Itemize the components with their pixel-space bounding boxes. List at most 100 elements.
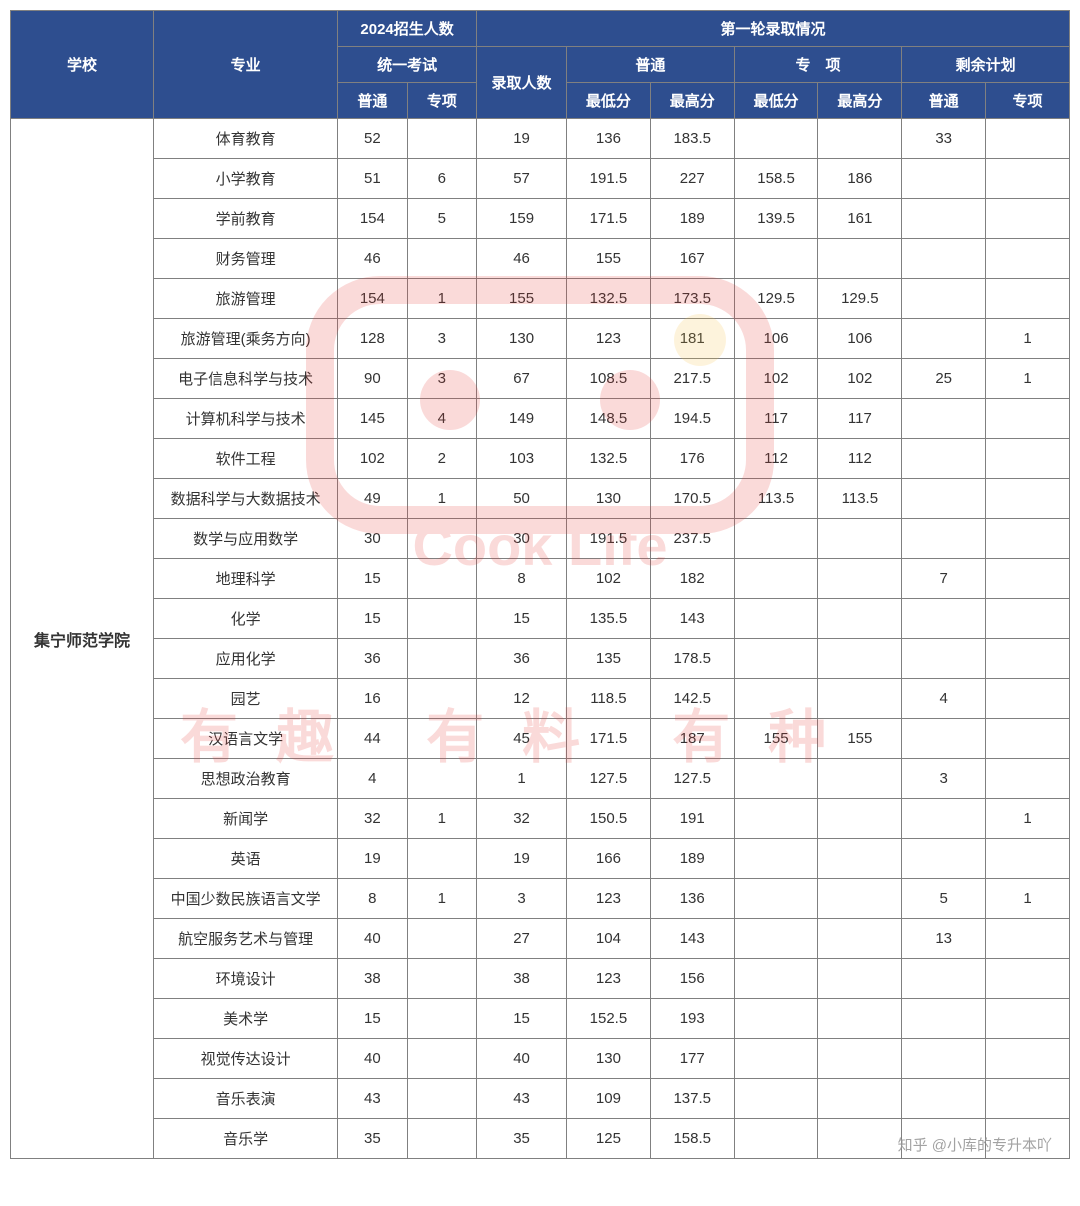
- cell-admitted: 8: [477, 559, 567, 599]
- cell-enroll_spec: 1: [407, 879, 477, 919]
- cell-rem_spec: [986, 839, 1070, 879]
- cell-ord_min: 123: [567, 319, 651, 359]
- cell-spec_max: [818, 919, 902, 959]
- table-row: 新闻学32132150.51911: [11, 799, 1070, 839]
- cell-spec_max: [818, 559, 902, 599]
- cell-rem_spec: [986, 639, 1070, 679]
- col-spec-group: 专 项: [734, 47, 902, 83]
- cell-spec_min: [734, 879, 818, 919]
- cell-ord_max: 187: [650, 719, 734, 759]
- cell-enroll_ord: 19: [338, 839, 408, 879]
- cell-rem_ord: [902, 439, 986, 479]
- cell-rem_spec: [986, 599, 1070, 639]
- cell-admitted: 155: [477, 279, 567, 319]
- cell-spec_max: [818, 639, 902, 679]
- cell-enroll_spec: [407, 1079, 477, 1119]
- cell-rem_spec: [986, 959, 1070, 999]
- cell-spec_min: [734, 519, 818, 559]
- cell-spec_max: 186: [818, 159, 902, 199]
- cell-enroll_spec: 1: [407, 279, 477, 319]
- cell-spec_max: 102: [818, 359, 902, 399]
- cell-major: 软件工程: [154, 439, 338, 479]
- cell-major: 英语: [154, 839, 338, 879]
- col-first-round: 第一轮录取情况: [477, 11, 1070, 47]
- table-row: 旅游管理1541155132.5173.5129.5129.5: [11, 279, 1070, 319]
- cell-ord_min: 135: [567, 639, 651, 679]
- cell-enroll_spec: [407, 679, 477, 719]
- cell-ord_min: 109: [567, 1079, 651, 1119]
- cell-enroll_ord: 8: [338, 879, 408, 919]
- cell-enroll_spec: 1: [407, 799, 477, 839]
- cell-ord_min: 123: [567, 879, 651, 919]
- cell-rem_spec: [986, 999, 1070, 1039]
- cell-ord_max: 177: [650, 1039, 734, 1079]
- cell-ord_min: 171.5: [567, 719, 651, 759]
- cell-major: 数学与应用数学: [154, 519, 338, 559]
- cell-rem_ord: [902, 639, 986, 679]
- cell-enroll_ord: 128: [338, 319, 408, 359]
- cell-admitted: 19: [477, 119, 567, 159]
- cell-admitted: 45: [477, 719, 567, 759]
- table-row: 财务管理4646155167: [11, 239, 1070, 279]
- cell-major: 财务管理: [154, 239, 338, 279]
- cell-rem_ord: [902, 519, 986, 559]
- cell-major: 电子信息科学与技术: [154, 359, 338, 399]
- cell-ord_min: 127.5: [567, 759, 651, 799]
- cell-spec_min: 113.5: [734, 479, 818, 519]
- cell-enroll_spec: 4: [407, 399, 477, 439]
- cell-enroll_ord: 43: [338, 1079, 408, 1119]
- table-row: 英语1919166189: [11, 839, 1070, 879]
- cell-ord_min: 108.5: [567, 359, 651, 399]
- cell-enroll_spec: [407, 559, 477, 599]
- cell-admitted: 3: [477, 879, 567, 919]
- cell-major: 化学: [154, 599, 338, 639]
- cell-ord_min: 132.5: [567, 279, 651, 319]
- cell-rem_ord: [902, 279, 986, 319]
- cell-spec_max: 155: [818, 719, 902, 759]
- cell-rem_ord: 7: [902, 559, 986, 599]
- cell-spec_max: [818, 879, 902, 919]
- cell-enroll_ord: 36: [338, 639, 408, 679]
- cell-rem_spec: [986, 239, 1070, 279]
- cell-ord_min: 136: [567, 119, 651, 159]
- col-major: 专业: [154, 11, 338, 119]
- cell-enroll_ord: 4: [338, 759, 408, 799]
- cell-ord_max: 227: [650, 159, 734, 199]
- col-ord-group: 普通: [567, 47, 735, 83]
- cell-major: 音乐学: [154, 1119, 338, 1159]
- cell-admitted: 15: [477, 599, 567, 639]
- cell-ord_min: 171.5: [567, 199, 651, 239]
- cell-spec_min: [734, 1079, 818, 1119]
- table-row: 应用化学3636135178.5: [11, 639, 1070, 679]
- cell-enroll_ord: 49: [338, 479, 408, 519]
- cell-rem_ord: 13: [902, 919, 986, 959]
- cell-ord_min: 102: [567, 559, 651, 599]
- cell-spec_min: [734, 1039, 818, 1079]
- table-row: 视觉传达设计4040130177: [11, 1039, 1070, 1079]
- col-spec-min: 最低分: [734, 83, 818, 119]
- cell-ord_max: 170.5: [650, 479, 734, 519]
- cell-admitted: 35: [477, 1119, 567, 1159]
- cell-ord_max: 137.5: [650, 1079, 734, 1119]
- cell-rem_ord: [902, 199, 986, 239]
- cell-spec_min: [734, 559, 818, 599]
- cell-spec_min: [734, 679, 818, 719]
- cell-enroll_spec: [407, 919, 477, 959]
- col-enroll-spec: 专项: [407, 83, 477, 119]
- cell-ord_max: 189: [650, 199, 734, 239]
- cell-spec_min: [734, 839, 818, 879]
- cell-spec_max: [818, 1079, 902, 1119]
- cell-admitted: 46: [477, 239, 567, 279]
- cell-ord_min: 132.5: [567, 439, 651, 479]
- admission-table: 学校 专业 2024招生人数 第一轮录取情况 统一考试 录取人数 普通 专 项 …: [10, 10, 1070, 1159]
- table-row: 地理科学1581021827: [11, 559, 1070, 599]
- cell-admitted: 43: [477, 1079, 567, 1119]
- cell-enroll_ord: 154: [338, 199, 408, 239]
- cell-ord_max: 182: [650, 559, 734, 599]
- col-rem-ord: 普通: [902, 83, 986, 119]
- cell-spec_max: [818, 599, 902, 639]
- cell-enroll_spec: [407, 839, 477, 879]
- cell-rem_ord: [902, 479, 986, 519]
- cell-rem_spec: [986, 119, 1070, 159]
- cell-admitted: 130: [477, 319, 567, 359]
